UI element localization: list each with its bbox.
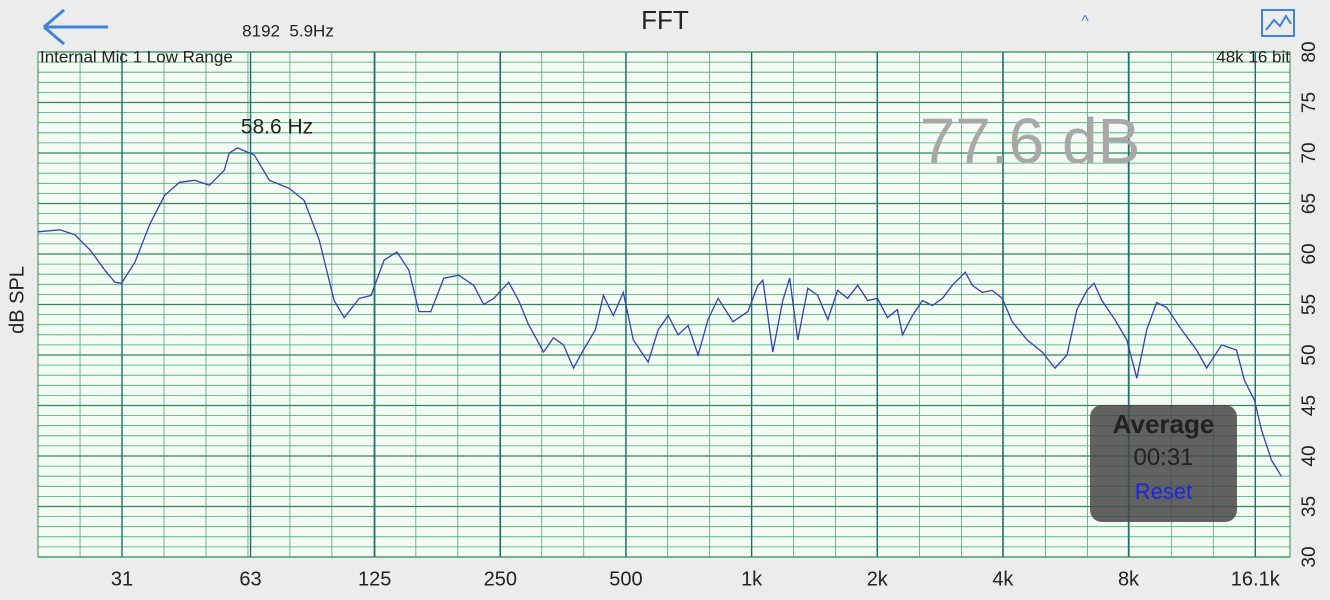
spectrum-line [37,147,1282,477]
x-tick-label: 4k [992,568,1014,590]
collapse-button[interactable]: ^ [1081,13,1089,30]
back-button[interactable] [43,8,108,46]
average-panel: Average 00:31 Reset [1090,405,1237,522]
y-tick-label: 30 [1299,546,1320,567]
y-tick-label: 75 [1299,92,1320,113]
format-label: 48k 16 bit [1216,47,1290,66]
input-label: Internal Mic 1 Low Range [40,47,233,66]
chart-icon-line [1265,14,1292,31]
x-tick-label: 1k [741,568,763,590]
x-tick-label: 250 [484,568,517,590]
plot-area [37,51,1291,558]
x-tick-label: 500 [609,568,642,590]
x-tick-label: 63 [239,568,261,590]
y-axis-label: dB SPL [6,266,28,334]
x-tick-label: 8k [1118,568,1140,590]
y-tick-label: 80 [1299,41,1320,62]
plot-border [37,51,1291,558]
average-time: 00:31 [1133,444,1194,471]
y-tick-label: 55 [1299,294,1320,315]
chart-icon[interactable] [1261,9,1295,37]
y-tick-label: 45 [1299,395,1320,416]
average-title: Average [1112,409,1215,439]
y-tick-label: 40 [1299,445,1320,466]
x-tick-label: 125 [358,568,391,590]
x-tick-label: 16.1k [1231,568,1281,590]
y-tick-label: 60 [1299,243,1320,264]
y-tick-label: 65 [1299,193,1320,214]
reset-button[interactable]: Reset [1134,479,1193,504]
title: FFT [641,5,689,35]
peak-annotation: 58.6 Hz [241,116,313,139]
x-tick-label: 2k [867,568,889,590]
fft-info: 8192 5.9Hz [242,21,334,40]
y-tick-label: 35 [1299,496,1320,517]
level-readout: 77.6 dB [920,105,1141,177]
y-tick-label: 70 [1299,142,1320,163]
x-tick-label: 31 [111,568,133,590]
y-tick-label: 50 [1299,344,1320,365]
